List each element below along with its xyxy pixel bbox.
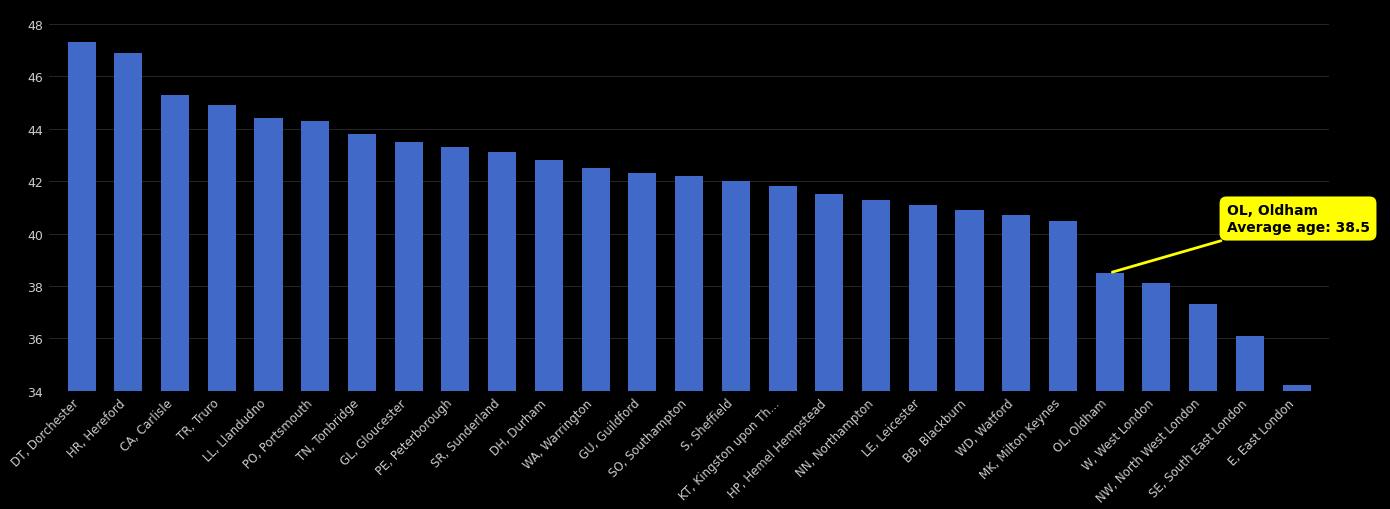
Bar: [955, 211, 984, 509]
Bar: [488, 153, 516, 509]
Bar: [628, 174, 656, 509]
Bar: [535, 161, 563, 509]
Bar: [68, 43, 96, 509]
Bar: [395, 143, 423, 509]
Bar: [1188, 305, 1218, 509]
Bar: [909, 206, 937, 509]
Bar: [1095, 273, 1123, 509]
Bar: [161, 96, 189, 509]
Text: OL, Oldham
Average age: 38.5: OL, Oldham Average age: 38.5: [1112, 204, 1369, 273]
Bar: [254, 119, 282, 509]
Bar: [1002, 216, 1030, 509]
Bar: [442, 148, 470, 509]
Bar: [114, 54, 142, 509]
Bar: [207, 106, 236, 509]
Bar: [348, 135, 375, 509]
Bar: [1236, 336, 1264, 509]
Bar: [302, 122, 329, 509]
Bar: [769, 187, 796, 509]
Bar: [721, 182, 749, 509]
Bar: [862, 200, 890, 509]
Bar: [1283, 386, 1311, 509]
Bar: [1143, 284, 1170, 509]
Bar: [676, 177, 703, 509]
Bar: [581, 169, 610, 509]
Bar: [816, 195, 844, 509]
Bar: [1049, 221, 1077, 509]
